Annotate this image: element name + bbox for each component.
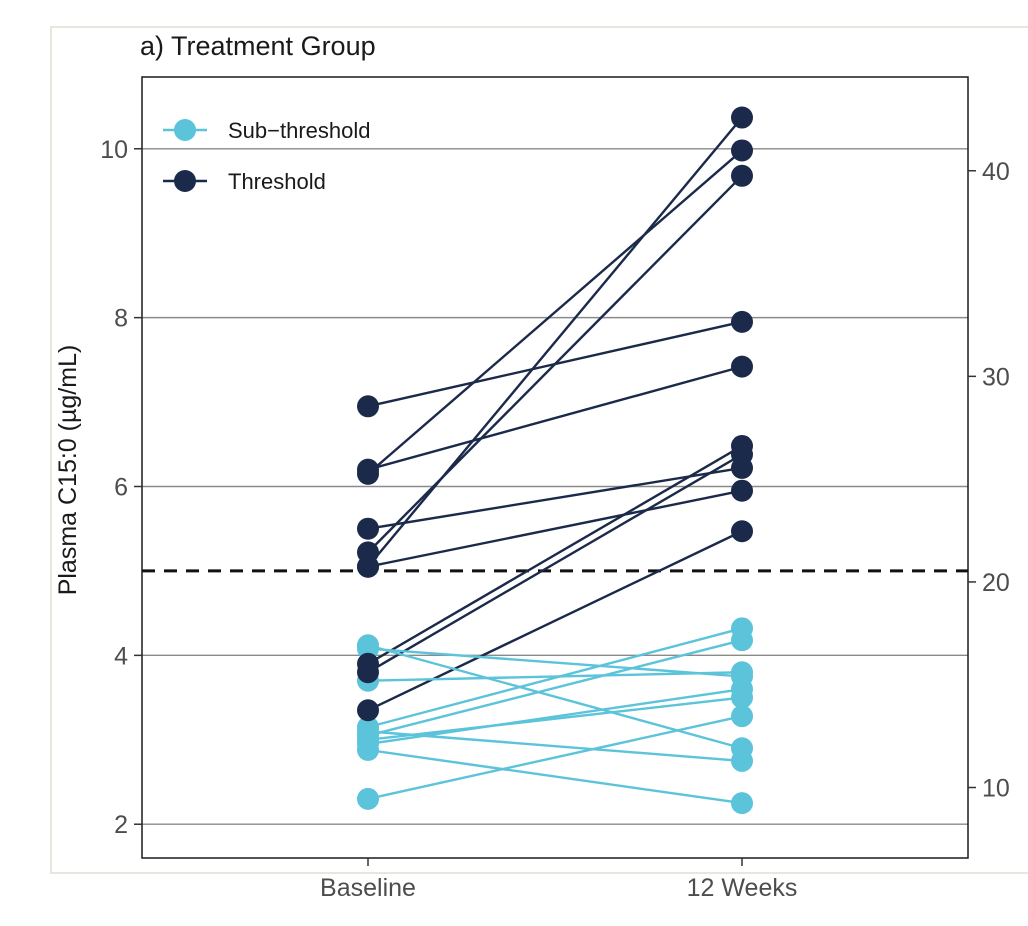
series-line — [367, 489, 743, 568]
data-point — [731, 139, 753, 162]
y-tick-label: 4 — [114, 642, 128, 670]
data-point — [357, 699, 379, 722]
data-point — [731, 749, 753, 772]
y-tick-label: 6 — [114, 473, 128, 501]
y2-tick-label: 30 — [982, 363, 1010, 391]
series-line — [367, 530, 743, 712]
series-line — [367, 444, 743, 665]
data-point — [357, 787, 379, 810]
data-point — [357, 637, 379, 660]
series-line — [367, 453, 743, 674]
data-point — [731, 629, 753, 652]
series-line — [367, 116, 743, 568]
y-tick-label: 2 — [114, 811, 128, 839]
y-tick-label: 10 — [100, 136, 128, 164]
data-point — [357, 462, 379, 485]
data-point — [357, 555, 379, 578]
series-line — [367, 466, 743, 530]
data-point — [731, 520, 753, 543]
legend: Sub−threshold Threshold — [163, 118, 371, 194]
data-point — [357, 738, 379, 761]
series-line — [367, 174, 743, 554]
series-line — [367, 687, 743, 746]
grid-lines — [142, 148, 968, 825]
series-line — [367, 647, 743, 678]
data-point — [731, 310, 753, 333]
series-line — [367, 671, 743, 682]
data-point — [731, 792, 753, 815]
y2-tick-label: 20 — [982, 569, 1010, 597]
legend-label: Sub−threshold — [228, 118, 371, 143]
legend-label: Threshold — [228, 169, 326, 194]
data-point — [731, 678, 753, 701]
y-axis-label: Plasma C15:0 (µg/mL) — [54, 345, 82, 596]
data-point — [731, 164, 753, 187]
data-point — [731, 443, 753, 466]
data-point — [731, 661, 753, 684]
series-line — [367, 149, 743, 475]
y2-tick-label: 10 — [982, 775, 1010, 803]
data-point — [357, 395, 379, 418]
series-line — [367, 748, 743, 805]
data-point — [357, 661, 379, 684]
y-tick-label: 8 — [114, 305, 128, 333]
x-tick-label: Baseline — [320, 874, 416, 902]
data-points — [357, 106, 753, 815]
data-point — [357, 517, 379, 540]
axes: 2 4 6 8 10 10 20 30 40 Baseline 12 Weeks — [100, 76, 1010, 902]
figure-frame — [50, 26, 1028, 874]
chart-title: a) Treatment Group — [140, 31, 376, 61]
plot-border — [141, 76, 969, 859]
legend-marker — [174, 119, 196, 141]
data-point — [731, 106, 753, 129]
data-point — [731, 705, 753, 728]
series-line — [367, 639, 743, 737]
y2-tick-label: 40 — [982, 158, 1010, 186]
series-line — [367, 714, 743, 801]
series-line — [367, 730, 743, 763]
series-line — [367, 627, 743, 729]
data-point — [731, 355, 753, 378]
data-point — [731, 479, 753, 502]
x-tick-label: 12 Weeks — [687, 874, 798, 902]
series-line — [367, 365, 743, 471]
series-lines — [367, 116, 743, 805]
legend-marker — [174, 170, 196, 192]
series-line — [367, 696, 743, 741]
